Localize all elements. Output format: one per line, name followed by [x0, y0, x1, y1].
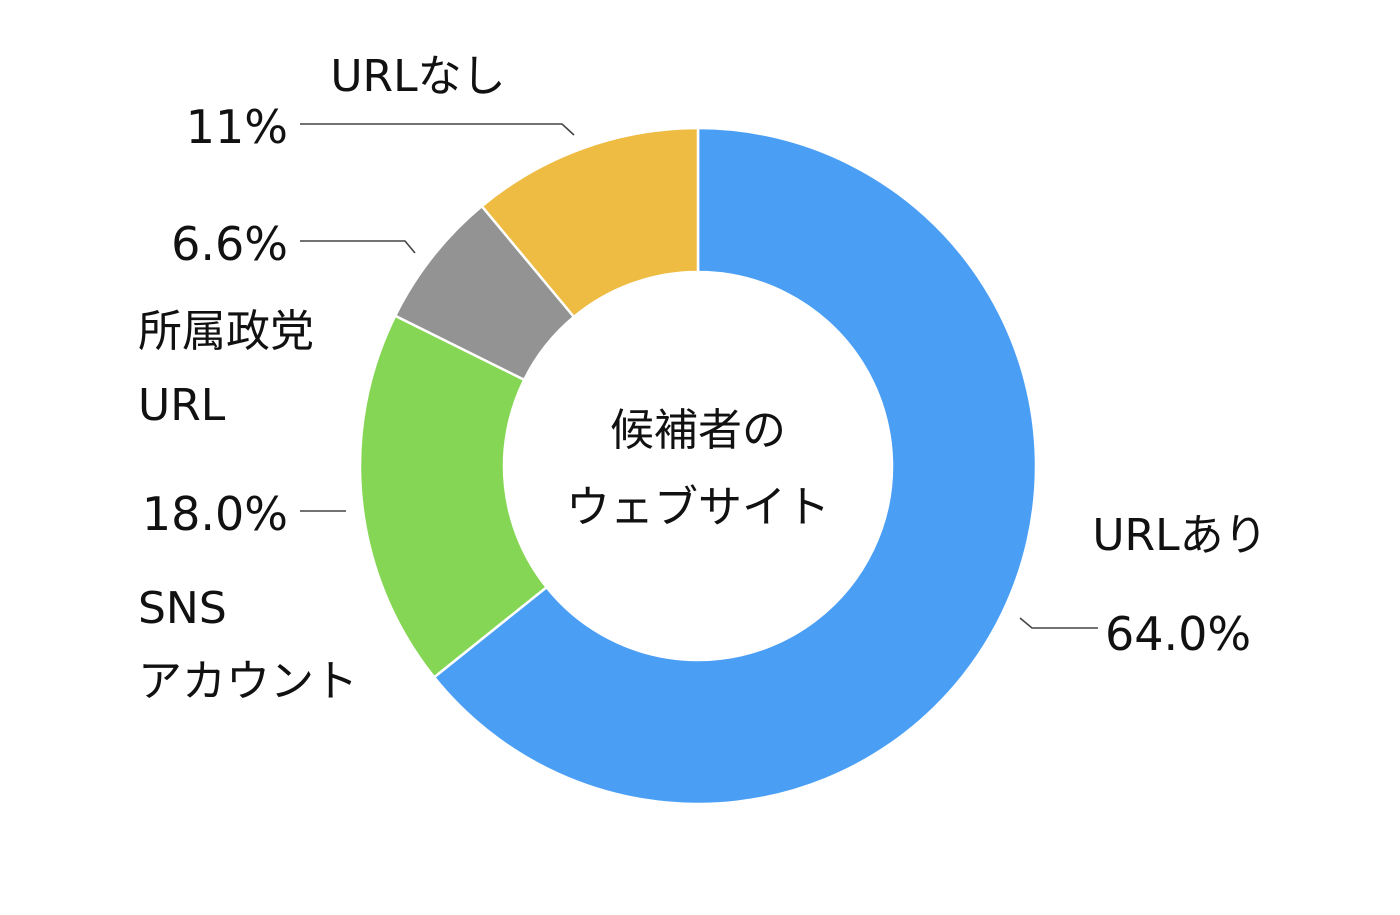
center-label-line-2: ウェブサイト [566, 482, 830, 533]
slice-url-yes [432, 126, 1038, 806]
slice-value-party-url: 6.6% [171, 217, 288, 271]
leader-line-url-yes [1019, 617, 1098, 629]
slice-sns [358, 314, 549, 679]
slice-value-sns: 18.0% [142, 487, 288, 541]
slice-value-url-none: 11% [186, 100, 288, 154]
slice-url-none [480, 126, 700, 319]
slice-label-sns-line-1: SNS [138, 583, 227, 634]
leader-lines [300, 123, 1098, 629]
slice-label-party-url-line-2: URL [138, 380, 226, 431]
slice-label-url-none: URLなし [330, 51, 505, 102]
slice-label-party-url-line-1: 所属政党 [138, 306, 314, 357]
slice-value-url-yes: 64.0% [1105, 607, 1251, 661]
donut-slices [358, 126, 1038, 806]
leader-line-party-url [300, 240, 416, 254]
slice-label-sns-line-2: アカウント [138, 656, 358, 707]
leader-line-url-none [300, 123, 575, 136]
slice-label-url-yes: URLあり [1092, 510, 1267, 561]
center-label-line-1: 候補者の [610, 405, 786, 456]
